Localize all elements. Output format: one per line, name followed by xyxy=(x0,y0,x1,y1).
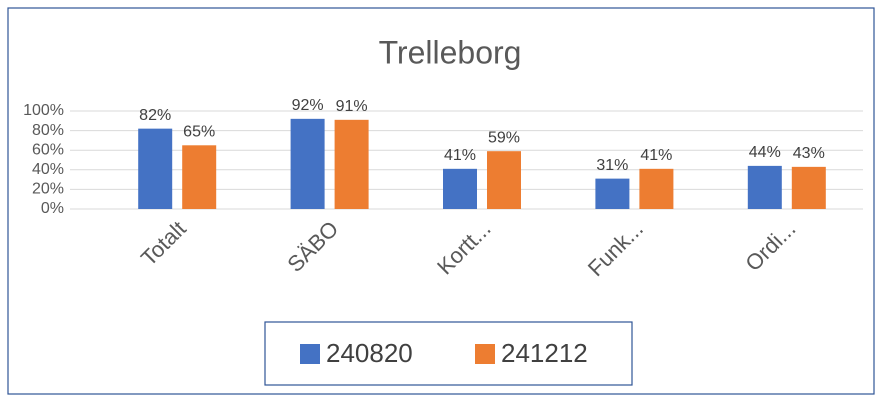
value-label: 41% xyxy=(640,147,672,164)
legend-label: 240820 xyxy=(326,338,413,368)
bar xyxy=(791,166,826,209)
y-tick-label: 0% xyxy=(41,200,64,217)
bar xyxy=(138,128,173,209)
value-label: 91% xyxy=(336,98,368,115)
bar xyxy=(290,118,325,209)
legend-swatch xyxy=(300,344,320,364)
bar xyxy=(595,178,630,209)
legend-label: 241212 xyxy=(501,338,588,368)
bar xyxy=(443,168,477,209)
value-label: 31% xyxy=(596,157,628,174)
y-tick-label: 80% xyxy=(32,122,64,139)
chart-title: Trelleborg xyxy=(379,34,522,70)
y-tick-label: 100% xyxy=(23,102,64,119)
bar xyxy=(639,168,674,209)
bar xyxy=(747,165,782,209)
bar xyxy=(487,151,521,209)
value-label: 92% xyxy=(292,97,324,114)
legend-swatch xyxy=(475,344,495,364)
y-tick-label: 20% xyxy=(32,181,64,198)
legend-box xyxy=(264,321,633,386)
bar xyxy=(182,145,217,209)
bar xyxy=(334,119,369,209)
value-label: 41% xyxy=(444,147,476,164)
y-tick-label: 60% xyxy=(32,141,64,158)
value-label: 65% xyxy=(183,124,215,141)
value-label: 44% xyxy=(749,144,781,161)
y-tick-label: 40% xyxy=(32,161,64,178)
value-label: 82% xyxy=(139,107,171,124)
value-label: 59% xyxy=(488,129,520,146)
value-label: 43% xyxy=(793,145,825,162)
